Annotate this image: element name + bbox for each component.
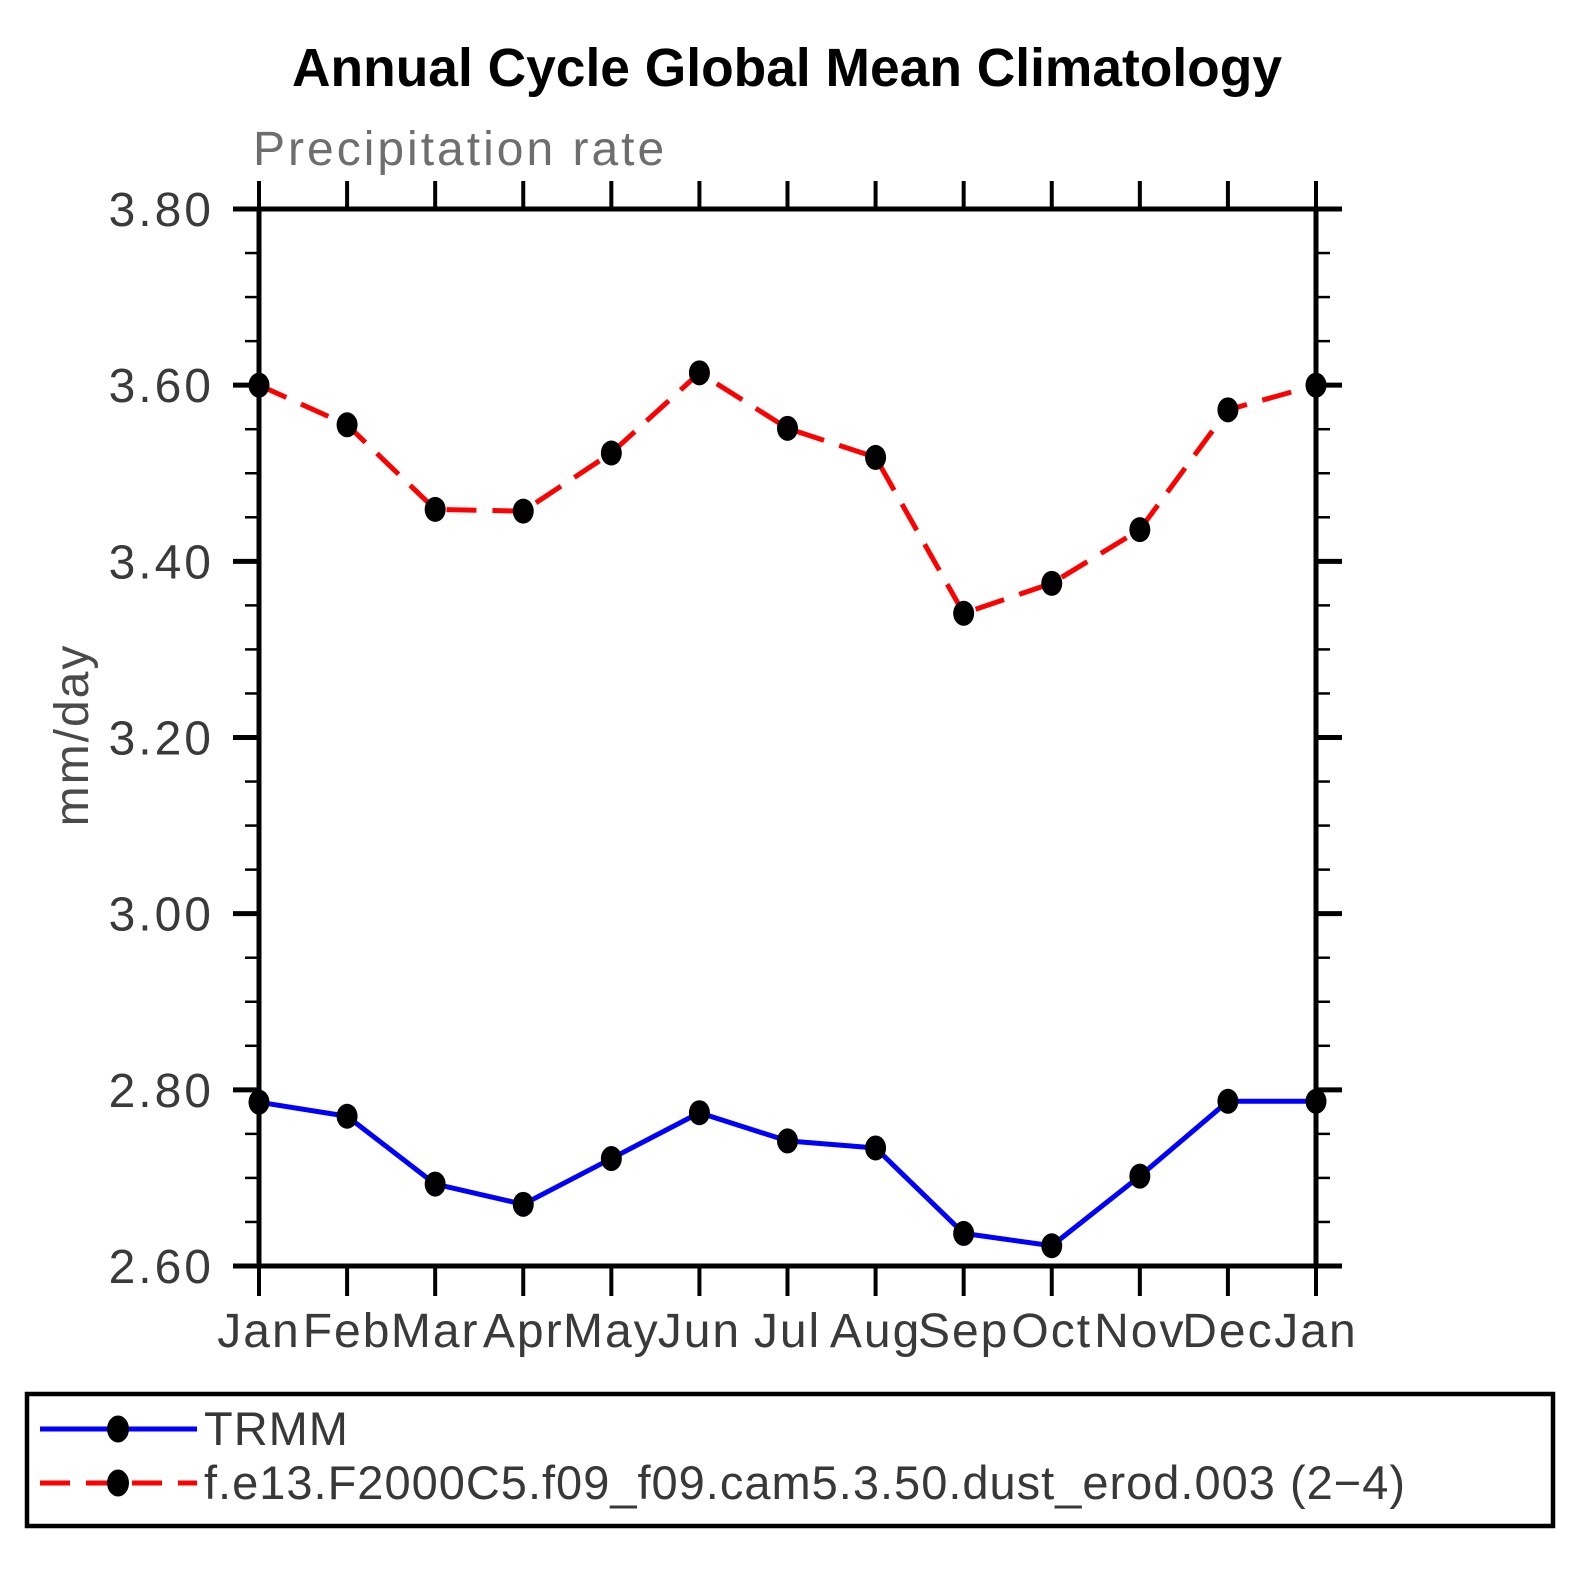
legend-marker [107, 1415, 129, 1443]
data-point-marker [688, 360, 710, 386]
data-point-marker [248, 1089, 270, 1115]
data-point-marker [512, 498, 534, 524]
data-point-marker [865, 444, 887, 470]
data-point-marker [1305, 372, 1327, 398]
x-tick-label: Oct [1011, 1305, 1092, 1358]
y-axis-ticks [233, 206, 1342, 1269]
chart-title: Annual Cycle Global Mean Climatology [292, 38, 1282, 98]
legend-marker [107, 1469, 129, 1497]
y-tick-label: 3.00 [109, 889, 214, 942]
data-point-marker [777, 415, 798, 441]
data-point-marker [865, 1135, 887, 1161]
data-point-marker [1217, 1088, 1239, 1114]
y-tick-label: 2.60 [109, 1241, 214, 1294]
y-tick-label: 3.60 [109, 360, 214, 413]
x-tick-label: Apr [483, 1305, 564, 1358]
legend-item: f.e13.F2000C5.f09_f09.cam5.3.50.dust_ero… [40, 1456, 1406, 1509]
data-point-marker [248, 372, 270, 398]
x-axis-ticks [257, 181, 1318, 1296]
x-tick-label: Dec [1182, 1305, 1273, 1358]
x-tick-label: Jun [658, 1305, 741, 1358]
data-point-marker [1129, 1163, 1151, 1189]
x-tick-label: Feb [303, 1305, 392, 1358]
plot-frame [256, 206, 1319, 1269]
legend: TRMMf.e13.F2000C5.f09_f09.cam5.3.50.dust… [24, 1391, 1556, 1529]
data-point-marker [336, 412, 358, 438]
data-point-marker [424, 1171, 446, 1197]
series-line-model [257, 370, 1317, 616]
data-point-marker [1041, 570, 1063, 596]
data-series-layer [248, 360, 1327, 1259]
data-point-marker [688, 1100, 710, 1126]
x-tick-label: Sep [918, 1305, 1009, 1358]
x-tick-label: Jan [1274, 1305, 1357, 1358]
y-axis-label: mm/day [46, 644, 99, 827]
data-point-marker [953, 600, 975, 626]
data-point-marker [1305, 1088, 1327, 1114]
data-point-marker [1041, 1233, 1063, 1259]
y-axis-tick-labels: 3.80 3.60 3.40 3.20 3.00 2.80 2.60 [109, 184, 214, 1294]
y-tick-label: 2.80 [109, 1065, 214, 1118]
x-tick-label: Nov [1094, 1305, 1185, 1358]
data-point-marker [1217, 397, 1239, 423]
x-tick-label: Jan [217, 1305, 300, 1358]
data-point-marker [336, 1103, 358, 1129]
legend-label: TRMM [204, 1402, 349, 1455]
x-tick-label: Jul [754, 1305, 821, 1358]
data-point-marker [600, 1146, 622, 1172]
data-point-marker [424, 496, 446, 522]
chart-subtitle: Precipitation rate [253, 123, 667, 176]
y-tick-label: 3.20 [109, 713, 214, 766]
x-tick-label: May [563, 1305, 660, 1358]
legend-item: TRMM [40, 1402, 349, 1455]
legend-rows: TRMMf.e13.F2000C5.f09_f09.cam5.3.50.dust… [40, 1402, 1406, 1509]
x-tick-label: Aug [830, 1305, 921, 1358]
legend-label: f.e13.F2000C5.f09_f09.cam5.3.50.dust_ero… [204, 1456, 1406, 1509]
legend-box [24, 1391, 1556, 1529]
y-tick-label: 3.80 [109, 184, 214, 237]
data-point-marker [953, 1220, 975, 1246]
data-point-marker [512, 1191, 534, 1217]
data-point-marker [777, 1128, 798, 1154]
data-point-marker [600, 440, 622, 466]
series-line-trmm [258, 1098, 1316, 1249]
y-tick-label: 3.40 [109, 536, 214, 589]
x-tick-label: Mar [391, 1305, 480, 1358]
data-point-marker [1129, 517, 1151, 543]
